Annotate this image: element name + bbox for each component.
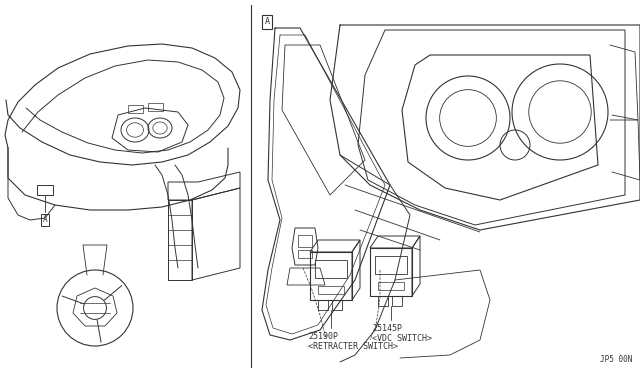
Bar <box>375 256 407 274</box>
Bar <box>378 282 404 290</box>
Text: 25190P: 25190P <box>308 332 338 341</box>
Text: A: A <box>43 215 47 224</box>
Text: <VDC SWITCH>: <VDC SWITCH> <box>372 334 432 343</box>
Bar <box>37 185 53 195</box>
Bar <box>298 250 312 258</box>
Text: JP5 00N: JP5 00N <box>600 355 632 364</box>
Bar <box>315 260 347 278</box>
Text: 25145P: 25145P <box>372 324 402 333</box>
Text: <RETRACTER SWITCH>: <RETRACTER SWITCH> <box>308 342 398 351</box>
Bar <box>318 286 344 294</box>
Bar <box>128 105 143 113</box>
Text: A: A <box>264 17 269 26</box>
Bar <box>148 103 163 111</box>
Bar <box>298 235 312 247</box>
